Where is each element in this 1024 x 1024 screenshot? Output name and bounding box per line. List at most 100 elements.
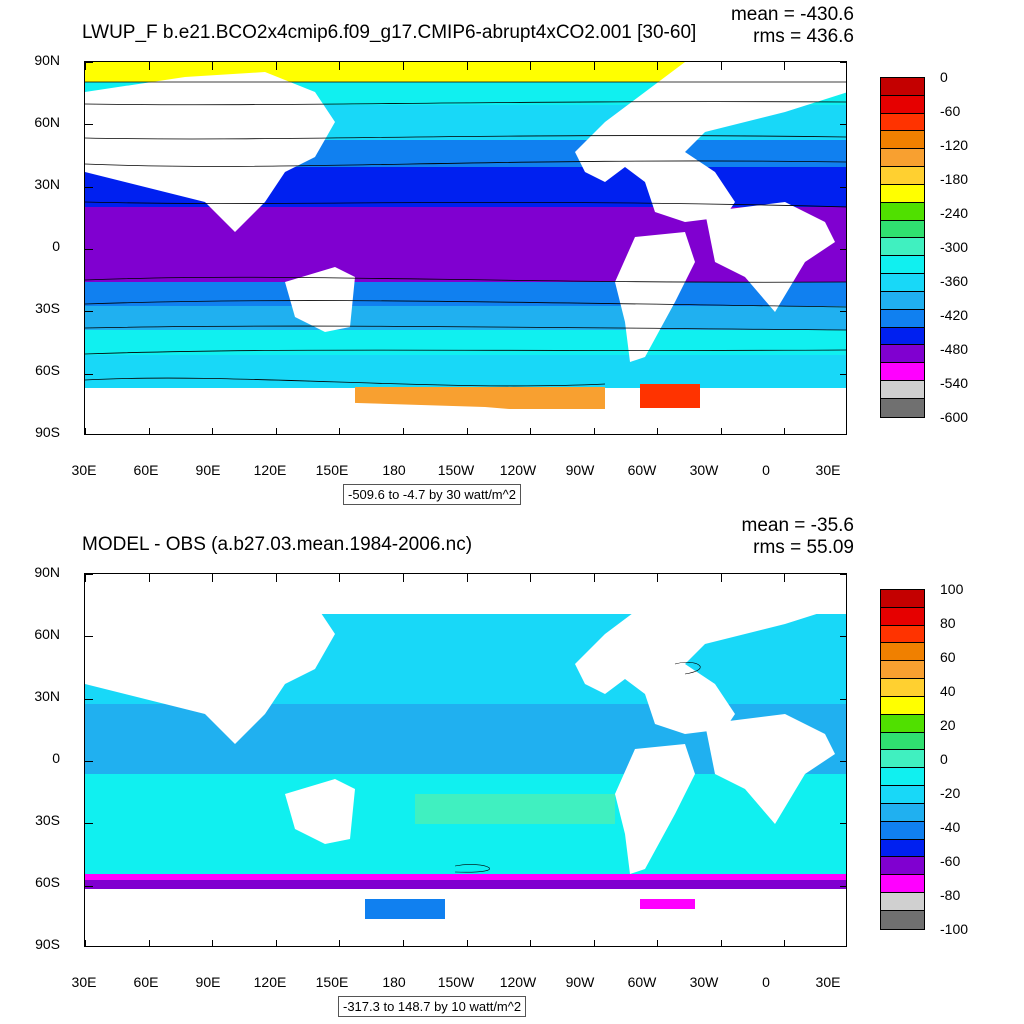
bottom-colorbar-label: -80 [940,887,961,903]
top-contour-range: -509.6 to -4.7 by 30 watt/m^2 [343,484,521,505]
lon-label: 180 [382,462,406,478]
axis-tick [85,761,93,762]
bottom-colorbar-label: 60 [940,649,956,665]
colorbar-swatch [881,732,924,751]
axis-tick [530,940,532,946]
lon-label: 30E [71,462,97,478]
lon-label: 60E [133,462,159,478]
colorbar-swatch [881,398,924,417]
axis-tick [85,249,93,250]
top-colorbar-label: -420 [940,307,969,323]
bottom-mean-value: mean = -35.6 [741,515,855,536]
bottom-map-plot [84,573,847,947]
lat-label-60n: 60N [34,626,60,642]
axis-tick [840,574,846,575]
axis-tick [212,62,214,70]
top-colorbar-label: -540 [940,375,969,391]
axis-tick [840,249,846,250]
axis-tick [275,574,277,582]
lon-label: 30W [689,974,719,990]
lon-label: 60W [627,462,657,478]
axis-tick [720,574,722,582]
colorbar-swatch [881,309,924,328]
lat-label-60s: 60S [35,874,60,890]
lat-label-90n: 90N [34,564,60,580]
bottom-colorbar-label: -20 [940,785,961,801]
lat-label-30s: 30S [35,812,60,828]
colorbar-swatch [881,256,924,275]
lat-label-60s: 60S [35,362,60,378]
top-map-field [85,62,846,434]
axis-tick [657,428,659,434]
axis-tick [720,428,722,434]
axis-tick [466,940,468,946]
top-rms-value: rms = 436.6 [753,26,854,47]
axis-tick [85,574,93,575]
axis-tick [148,428,150,434]
colorbar-swatch [881,381,924,399]
bottom-rms-value: rms = 55.09 [753,537,854,558]
lon-label: 0 [762,462,770,478]
top-map-panel: LWUP_F b.e21.BCO2x4cmip6.f09_g17.CMIP6-a… [34,4,969,505]
axis-tick [85,574,86,582]
colorbar-swatch [881,714,924,733]
lat-label-90n: 90N [34,52,60,68]
bottom-colorbar-label: 100 [940,581,964,597]
axis-tick [593,940,595,946]
lon-label: 150W [437,974,475,990]
bottom-map-panel: MODEL - OBS (a.b27.03.mean.1984-2006.nc)… [0,512,1024,1024]
axis-tick [275,62,277,70]
axis-tick [840,311,846,313]
colorbar-swatch [881,607,924,626]
top-colorbar-label: 0 [940,69,948,85]
axis-tick [840,62,846,63]
axis-tick [784,428,786,434]
lon-label: 120W [499,974,537,990]
axis-tick [85,62,86,70]
lat-label-0: 0 [52,750,60,766]
axis-tick [85,636,93,638]
lat-label-30n: 30N [34,688,60,704]
colorbar-swatch [881,857,924,876]
axis-tick [402,940,404,946]
colorbar-swatch [881,821,924,840]
lon-label: 120W [499,462,537,478]
colorbar-swatch [881,131,924,150]
axis-tick [784,62,786,70]
axis-tick [657,62,659,70]
axis-tick [148,940,150,946]
colorbar-swatch [881,839,924,858]
axis-tick [466,428,468,434]
colorbar-swatch [881,661,924,680]
colorbar-swatch [881,643,924,662]
axis-tick [720,62,722,70]
top-colorbar-label: -60 [940,103,961,119]
lat-label-0: 0 [52,238,60,254]
axis-tick [85,186,93,188]
top-colorbar-label: -240 [940,205,969,221]
bottom-colorbar-label: 80 [940,615,956,631]
axis-tick [85,124,93,126]
colorbar-swatch [881,910,924,929]
colorbar-swatch [881,803,924,822]
axis-tick [593,574,595,582]
lat-label-30n: 30N [34,176,60,192]
axis-tick [720,940,722,946]
axis-tick [339,574,341,582]
colorbar-swatch [881,590,924,608]
axis-tick [840,636,846,638]
bottom-colorbar-label: -40 [940,819,961,835]
axis-tick [657,940,659,946]
lon-label: 90E [195,974,221,990]
lon-label: 120E [253,462,287,478]
top-colorbar-label: -120 [940,137,969,153]
lat-label-90s: 90S [35,936,60,952]
axis-tick [402,62,404,70]
lon-label: 150W [437,462,475,478]
colorbar-swatch [881,202,924,221]
colorbar-swatch [881,625,924,644]
lon-label: 120E [253,974,287,990]
axis-tick [840,823,846,825]
bottom-colorbar [880,589,925,930]
lon-label: 90W [565,974,595,990]
